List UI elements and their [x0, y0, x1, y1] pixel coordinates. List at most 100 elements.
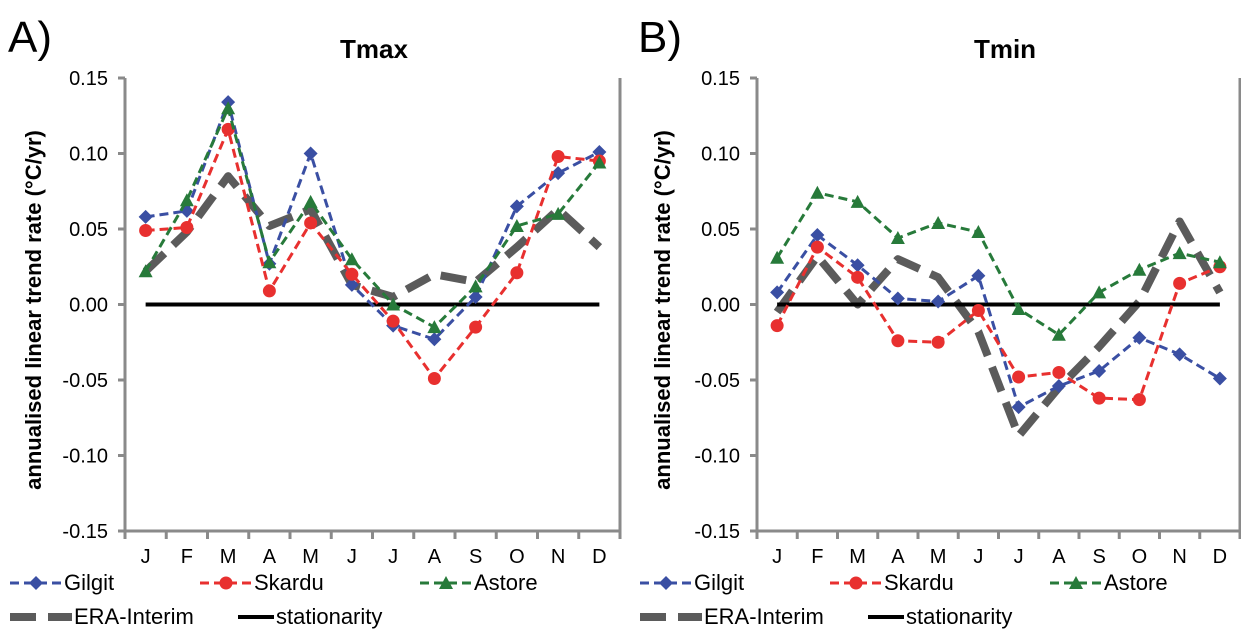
- series-astore: [138, 101, 607, 334]
- x-tick-label: O: [509, 546, 525, 568]
- x-tick-label: J: [772, 546, 782, 568]
- x-tick-label: J: [973, 546, 983, 568]
- plot-area-b: -0.15-0.10-0.050.000.050.100.15J F M A M J J A S…: [640, 68, 1241, 629]
- legend-label-astore: Astore: [474, 570, 538, 595]
- x-tick-label: F: [811, 546, 823, 568]
- legend-label-skardu: Skardu: [254, 570, 324, 595]
- x-tick-label: D: [592, 546, 606, 568]
- series-era-interim: [142, 172, 603, 301]
- data-point-astore: [386, 297, 401, 311]
- data-point-astore: [971, 225, 986, 239]
- data-point-skardu: [262, 284, 276, 298]
- data-point-astore: [179, 193, 194, 207]
- y-tick-label: 0.00: [701, 295, 740, 317]
- data-point-skardu: [891, 334, 905, 348]
- data-point-skardu: [1012, 370, 1026, 384]
- legend-label-astore: Astore: [1104, 570, 1168, 595]
- data-point-skardu: [180, 220, 194, 234]
- y-tick-label: -0.10: [694, 446, 740, 468]
- data-point-astore: [850, 194, 865, 208]
- data-point-skardu: [427, 371, 441, 385]
- chart-title-a: Tmax: [340, 34, 408, 64]
- y-tick-label: -0.05: [694, 370, 740, 392]
- data-point-skardu: [510, 266, 524, 280]
- data-point-astore: [1011, 302, 1026, 316]
- data-point-skardu: [304, 216, 318, 230]
- legend-marker-skardu: [219, 576, 233, 590]
- data-point-gilgit: [1132, 330, 1147, 345]
- x-tick-label: M: [930, 546, 947, 568]
- panel-a: A) Tmax annualised linear trend rate (°C…: [8, 13, 622, 629]
- x-tick-label: S: [1092, 546, 1105, 568]
- data-point-astore: [468, 279, 483, 293]
- data-point-gilgit: [1172, 347, 1187, 362]
- data-point-skardu: [770, 319, 784, 333]
- data-point-astore: [262, 255, 277, 269]
- plot-area-a: -0.15-0.10-0.050.000.050.100.15J F M A M J J A S…: [10, 68, 622, 629]
- data-point-astore: [427, 320, 442, 334]
- legend-marker-astore: [1069, 576, 1083, 589]
- x-tick-label: J: [1014, 546, 1024, 568]
- data-point-astore: [810, 185, 825, 199]
- y-axis-label-a: annualised linear trend rate (°C/yr): [21, 130, 46, 490]
- data-point-skardu: [1092, 391, 1106, 405]
- series-line-astore: [775, 191, 1221, 337]
- series-line-skardu: [775, 245, 1221, 402]
- data-point-gilgit: [1092, 363, 1107, 378]
- legend: Gilgit Skardu Astore ERA-Interim stationarit…: [10, 570, 538, 629]
- x-tick-label: A: [428, 546, 442, 568]
- x-tick-label: D: [1213, 546, 1227, 568]
- series-astore: [770, 185, 1227, 341]
- data-point-gilgit: [468, 289, 483, 304]
- legend-marker-skardu: [849, 576, 863, 590]
- y-axis-label-b: annualised linear trend rate (°C/yr): [650, 130, 675, 490]
- data-point-astore: [770, 250, 785, 264]
- data-point-gilgit: [1051, 379, 1066, 394]
- legend-marker-gilgit: [29, 576, 43, 590]
- legend-label-era-interim: ERA-Interim: [704, 604, 824, 629]
- data-point-gilgit: [890, 291, 905, 306]
- x-tick-label: S: [469, 546, 482, 568]
- series-skardu: [139, 122, 606, 385]
- x-tick-label: A: [1052, 546, 1066, 568]
- x-tick-label: O: [1132, 546, 1148, 568]
- data-point-astore: [551, 206, 566, 220]
- data-point-astore: [1172, 246, 1187, 260]
- x-tick-label: A: [891, 546, 905, 568]
- x-tick-label: N: [551, 546, 565, 568]
- legend-marker-gilgit: [659, 576, 673, 590]
- data-point-astore: [890, 231, 905, 245]
- series-line-era-interim: [142, 172, 603, 301]
- x-tick-label: N: [1172, 546, 1186, 568]
- x-tick-label: M: [220, 546, 237, 568]
- data-point-astore: [303, 194, 318, 208]
- data-point-skardu: [1052, 365, 1066, 379]
- y-tick-label: 0.10: [69, 144, 108, 166]
- data-point-gilgit: [592, 144, 607, 159]
- x-tick-label: M: [302, 546, 319, 568]
- y-tick-label: -0.10: [62, 446, 108, 468]
- data-point-skardu: [1132, 393, 1146, 407]
- legend-label-stationarity: stationarity: [276, 604, 382, 629]
- data-point-astore: [344, 252, 359, 266]
- legend-marker-astore: [439, 576, 453, 589]
- data-point-gilgit: [1011, 400, 1026, 415]
- data-point-gilgit: [303, 146, 318, 161]
- x-tick-label: M: [849, 546, 866, 568]
- data-point-skardu: [931, 335, 945, 349]
- x-tick-label: J: [347, 546, 357, 568]
- data-point-skardu: [139, 224, 153, 238]
- chart-title-b: Tmin: [974, 34, 1036, 64]
- data-point-gilgit: [770, 285, 785, 300]
- y-tick-label: 0.00: [69, 295, 108, 317]
- data-point-astore: [1051, 327, 1066, 341]
- data-point-gilgit: [971, 268, 986, 283]
- legend-label-gilgit: Gilgit: [64, 570, 114, 595]
- data-point-skardu: [1173, 276, 1187, 290]
- data-point-gilgit: [810, 228, 825, 243]
- x-tick-label: A: [263, 546, 277, 568]
- series-line-skardu: [145, 127, 600, 380]
- series-era-interim: [773, 217, 1224, 440]
- legend-label-stationarity: stationarity: [906, 604, 1012, 629]
